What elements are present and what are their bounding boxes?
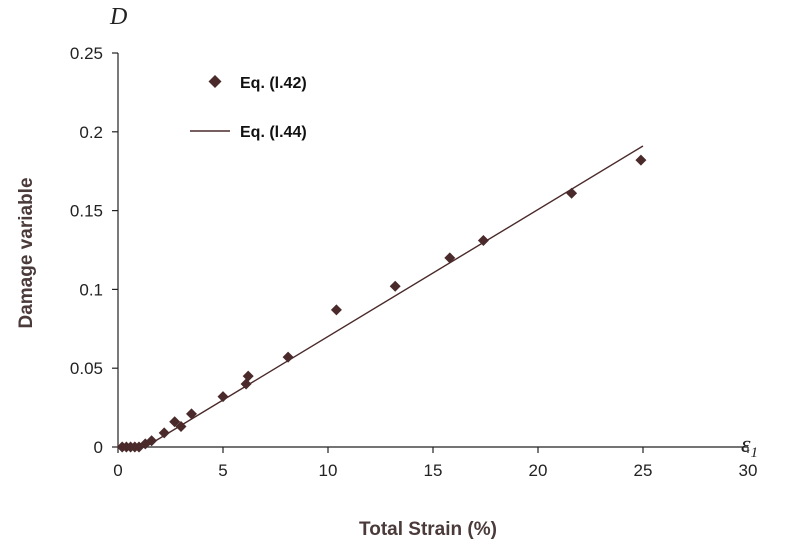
data-point-eq-l42: [240, 378, 252, 390]
legend-label-eq-l44: Eq. (l.44): [240, 124, 307, 141]
x-tick-label: 20: [529, 461, 548, 480]
x-tick-label: 15: [424, 461, 443, 480]
series-line-eq-l44: [144, 145, 644, 448]
data-point-eq-l42: [389, 280, 401, 292]
x-axis-label: Total Strain (%): [359, 519, 497, 540]
x-axis-symbol-sub: 1: [750, 445, 758, 461]
legend-label-eq-l42: Eq. (l.42): [240, 75, 307, 92]
legend-marker-eq-l42: [208, 75, 222, 88]
y-axis-label: Damage variable: [16, 177, 37, 328]
x-tick-label: 0: [113, 461, 122, 480]
data-point-eq-l42: [477, 235, 489, 247]
data-point-eq-l42: [282, 351, 294, 363]
data-point-eq-l42: [217, 391, 229, 403]
x-tick-label: 10: [319, 461, 338, 480]
data-point-eq-l42: [566, 187, 578, 199]
y-axis-symbol: D: [109, 4, 127, 30]
data-point-eq-l42: [158, 427, 170, 439]
data-point-eq-l42: [169, 416, 181, 428]
data-point-eq-l42: [330, 304, 342, 316]
x-tick-label: 25: [634, 461, 653, 480]
y-tick-label: 0.1: [79, 280, 103, 299]
data-point-eq-l42: [175, 421, 187, 433]
data-point-eq-l42: [444, 252, 456, 264]
x-tick-label: 30: [739, 461, 758, 480]
x-axis-symbol: ε1: [741, 432, 758, 461]
data-point-eq-l42: [186, 408, 197, 420]
axes: [117, 53, 748, 448]
ticks: [112, 52, 749, 453]
data-point-eq-l42: [242, 370, 254, 382]
data-point-eq-l42: [635, 154, 647, 166]
plot-area: [116, 145, 647, 453]
y-tick-label: 0.15: [70, 202, 103, 221]
y-tick-label: 0: [94, 438, 103, 457]
tick-labels: 0 5 10 15 20 25 30 0 0.05 0.1 0.15 0.2 0.25: [70, 44, 758, 480]
data-point-eq-l42: [146, 435, 158, 447]
x-tick-label: 5: [218, 461, 227, 480]
legend: Eq. (l.42) Eq. (l.44): [190, 75, 307, 141]
x-axis-symbol-main: ε: [741, 432, 751, 458]
y-tick-label: 0.2: [79, 123, 103, 142]
y-tick-label: 0.05: [70, 359, 103, 378]
y-tick-label: 0.25: [70, 44, 103, 63]
